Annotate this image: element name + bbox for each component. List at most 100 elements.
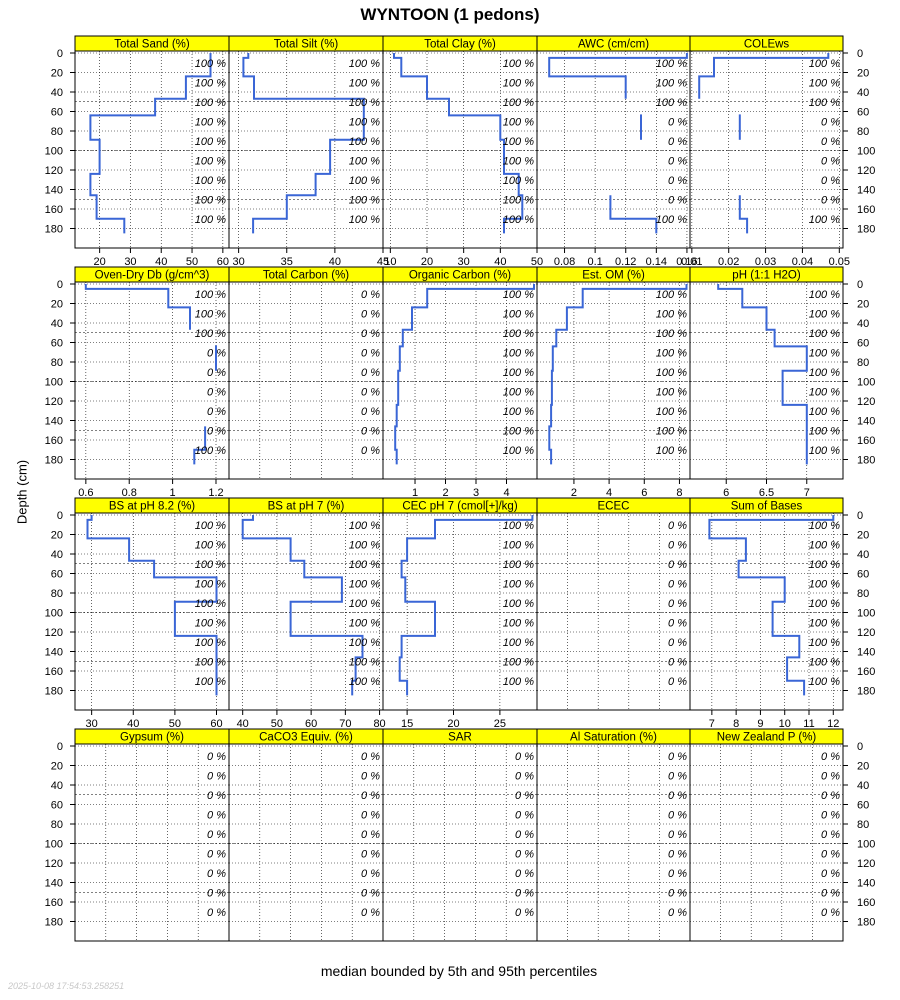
percent-label: 0 % [515,848,534,860]
percent-label: 0 % [668,539,687,551]
percent-label: 100 % [809,58,840,70]
x-tick-label: 35 [281,256,293,268]
percent-label: 100 % [809,214,840,226]
percent-label: 100 % [809,289,840,301]
percent-label: 0 % [515,868,534,880]
y-tick-label: 0 [57,741,63,753]
percent-label: 0 % [668,637,687,649]
percent-label: 100 % [503,617,534,629]
percent-label: 0 % [361,829,380,841]
panel-title: Sum of Bases [731,501,803,513]
panel-title: BS at pH 8.2 (%) [109,501,195,513]
percent-label: 100 % [809,539,840,551]
y-tick-label: 160 [857,666,875,678]
percent-label: 0 % [668,887,687,899]
percent-label: 100 % [195,136,226,148]
percent-label: 100 % [656,58,687,70]
y-tick-label: 180 [857,455,875,467]
y-tick-label: 0 [857,510,863,522]
y-tick-label: 40 [857,87,869,99]
y-tick-label: 180 [45,686,63,698]
panel-title: Al Saturation (%) [570,732,657,744]
percent-label: 100 % [503,97,534,109]
x-tick-label: 0.6 [78,487,93,499]
percent-label: 0 % [821,848,840,860]
y-tick-label: 100 [857,839,875,851]
percent-label: 100 % [503,656,534,668]
percent-label: 100 % [503,445,534,457]
y-tick-label: 140 [45,416,63,428]
percent-label: 100 % [809,97,840,109]
x-tick-label: 0.08 [554,256,575,268]
y-tick-label: 80 [51,819,63,831]
percent-label: 0 % [207,367,226,379]
x-tick-label: 50 [271,718,283,730]
y-tick-label: 140 [857,416,875,428]
percent-label: 100 % [195,175,226,187]
percent-label: 100 % [656,328,687,340]
y-tick-label: 40 [51,780,63,792]
percent-label: 100 % [809,559,840,571]
y-tick-label: 180 [45,224,63,236]
y-tick-label: 160 [45,435,63,447]
percent-label: 100 % [349,214,380,226]
percent-label: 0 % [668,907,687,919]
percent-label: 0 % [668,520,687,532]
percent-label: 0 % [821,155,840,167]
percent-label: 0 % [361,887,380,899]
panel-title: CEC pH 7 (cmol[+]/kg) [402,501,518,513]
percent-label: 100 % [809,328,840,340]
y-tick-label: 0 [57,510,63,522]
y-tick-label: 140 [857,878,875,890]
percent-label: 100 % [195,520,226,532]
y-tick-label: 80 [857,126,869,138]
x-tick-label: 0.16 [676,256,697,268]
y-tick-label: 180 [857,686,875,698]
percent-label: 100 % [195,656,226,668]
percent-label: 0 % [361,367,380,379]
y-tick-label: 40 [857,318,869,330]
percent-label: 100 % [195,328,226,340]
panel-frame [74,743,230,942]
y-tick-label: 160 [45,897,63,909]
percent-label: 0 % [821,790,840,802]
y-tick-label: 160 [45,204,63,216]
y-tick-label: 0 [57,48,63,60]
percent-label: 100 % [656,214,687,226]
percent-label: 0 % [207,868,226,880]
percent-label: 100 % [809,637,840,649]
x-tick-label: 50 [169,718,181,730]
y-tick-label: 100 [857,608,875,620]
percent-label: 100 % [195,77,226,89]
y-tick-label: 20 [51,761,63,773]
x-tick-label: 9 [757,718,763,730]
percent-label: 0 % [207,425,226,437]
median-line [241,515,364,696]
percent-label: 100 % [809,676,840,688]
x-tick-label: 0.12 [615,256,636,268]
panel-title: Organic Carbon (%) [409,270,511,282]
y-tick-label: 140 [45,647,63,659]
median-line [548,284,688,465]
median-line [393,53,524,234]
percent-label: 100 % [656,406,687,418]
x-tick-label: 45 [377,256,389,268]
median-line [698,53,830,99]
percent-label: 100 % [809,347,840,359]
panel-frame [689,50,844,249]
y-tick-label: 40 [51,87,63,99]
percent-label: 0 % [668,809,687,821]
x-tick-label: 20 [421,256,433,268]
x-tick-label: 6.5 [759,487,774,499]
percent-label: 100 % [195,598,226,610]
y-tick-label: 140 [857,185,875,197]
y-tick-label: 160 [857,435,875,447]
percent-label: 0 % [361,790,380,802]
x-tick-label: 30 [458,256,470,268]
percent-label: 100 % [195,116,226,128]
percent-label: 0 % [668,751,687,763]
x-tick-label: 6 [723,487,729,499]
y-tick-label: 20 [857,299,869,311]
x-tick-label: 0.02 [718,256,739,268]
percent-label: 100 % [656,97,687,109]
